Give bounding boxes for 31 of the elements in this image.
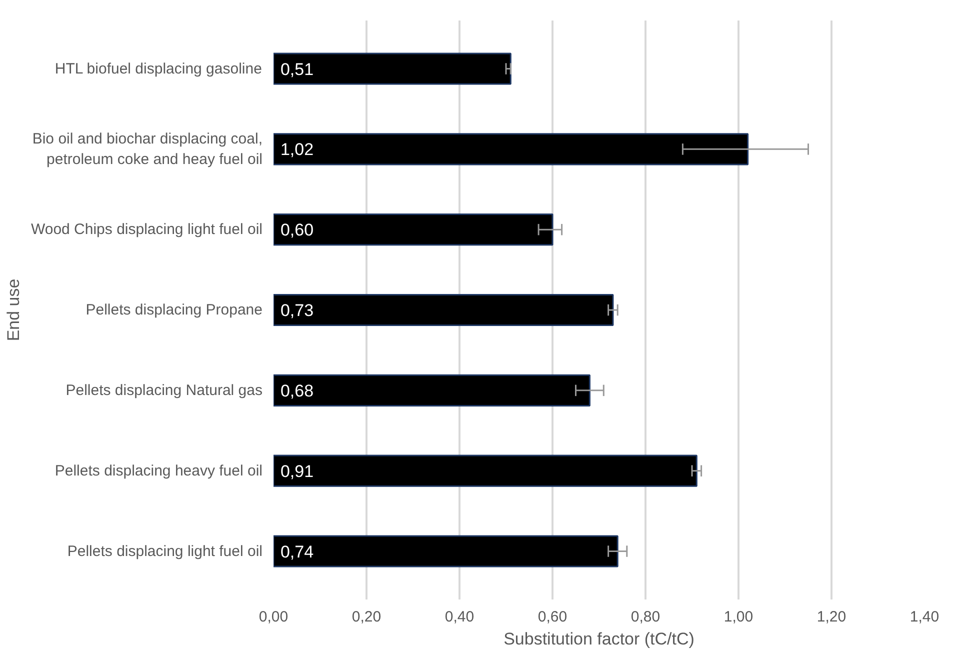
y-tick-label: Pellets displacing Natural gas (66, 382, 263, 399)
y-tick-label: Pellets displacing Propane (86, 302, 263, 318)
x-tick-label: 0,20 (352, 608, 382, 626)
x-tick-label: 1,00 (724, 608, 754, 626)
data-label: 0,74 (280, 542, 314, 562)
x-tick-label: 1,40 (910, 608, 940, 626)
data-label: 1,02 (280, 140, 314, 160)
data-label: 0,51 (280, 60, 314, 79)
bar (274, 374, 590, 406)
bar (274, 133, 749, 166)
x-axis-title: Substitution factor (tC/tC) (504, 630, 694, 648)
x-tick-label: 0,80 (630, 608, 660, 626)
y-tick-label: Pellets displacing light fuel oil (67, 542, 263, 560)
bar (274, 454, 698, 487)
x-tick-label: 0,00 (258, 608, 288, 626)
y-axis-title: End use (4, 278, 23, 342)
data-label: 0,68 (280, 381, 314, 400)
x-tick-label: 0,60 (538, 608, 568, 626)
bar (274, 294, 614, 326)
bar (274, 214, 554, 246)
x-tick-label: 0,40 (444, 608, 474, 626)
y-tick-label: HTL biofuel displacing gasoline (54, 60, 262, 78)
y-tick-label: Wood Chips displacing light fuel oil (30, 221, 263, 238)
x-tick-label: 1,20 (816, 608, 846, 626)
bar (274, 52, 512, 85)
bar (274, 535, 618, 568)
y-tick-label: Bio oil and biochar displacing coal, petroleum coke and heay fuel oil (32, 130, 263, 168)
y-tick-label: Pellets displacing heavy fuel oil (54, 462, 263, 480)
data-label: 0,60 (280, 220, 314, 240)
data-label: 0,91 (280, 462, 314, 481)
data-label: 0,73 (280, 301, 314, 320)
